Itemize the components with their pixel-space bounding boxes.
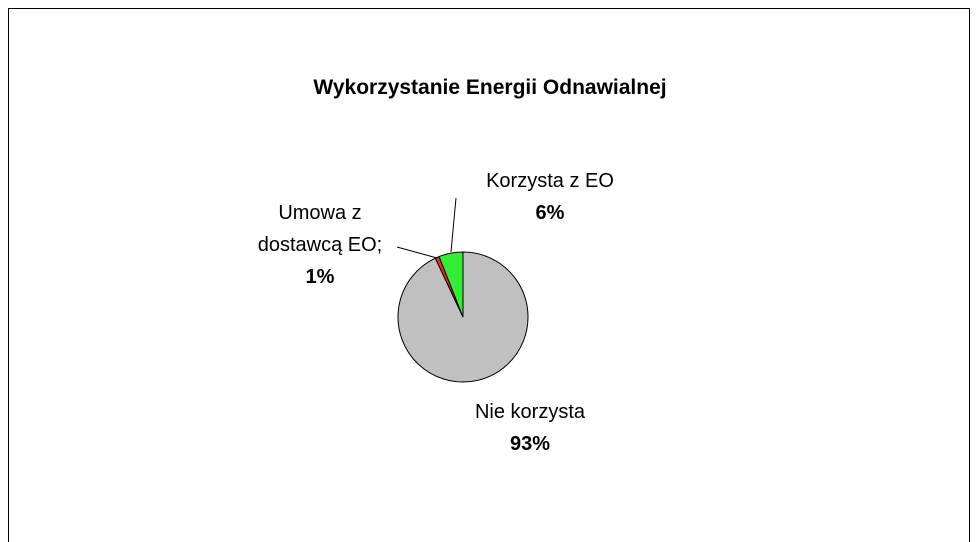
category-label: Umowa z dostawcą EO;: [257, 202, 383, 256]
value-label: 93%: [509, 433, 551, 455]
slice-label: Nie korzysta 93%: [430, 396, 630, 460]
leader-line: [396, 246, 438, 259]
category-label: Nie korzysta: [474, 401, 586, 423]
value-label: 1%: [305, 266, 335, 288]
slice-label: Umowa z dostawcą EO; 1%: [250, 197, 390, 293]
pie: [397, 251, 529, 383]
chart-title: Wykorzystanie Energii Odnawialnej: [313, 76, 667, 99]
leader-line: [450, 197, 457, 253]
value-label: 6%: [535, 202, 565, 224]
category-label: Korzysta z EO: [486, 170, 614, 192]
slice-label: Korzysta z EO 6%: [450, 165, 650, 229]
pie-slice: [438, 251, 464, 318]
